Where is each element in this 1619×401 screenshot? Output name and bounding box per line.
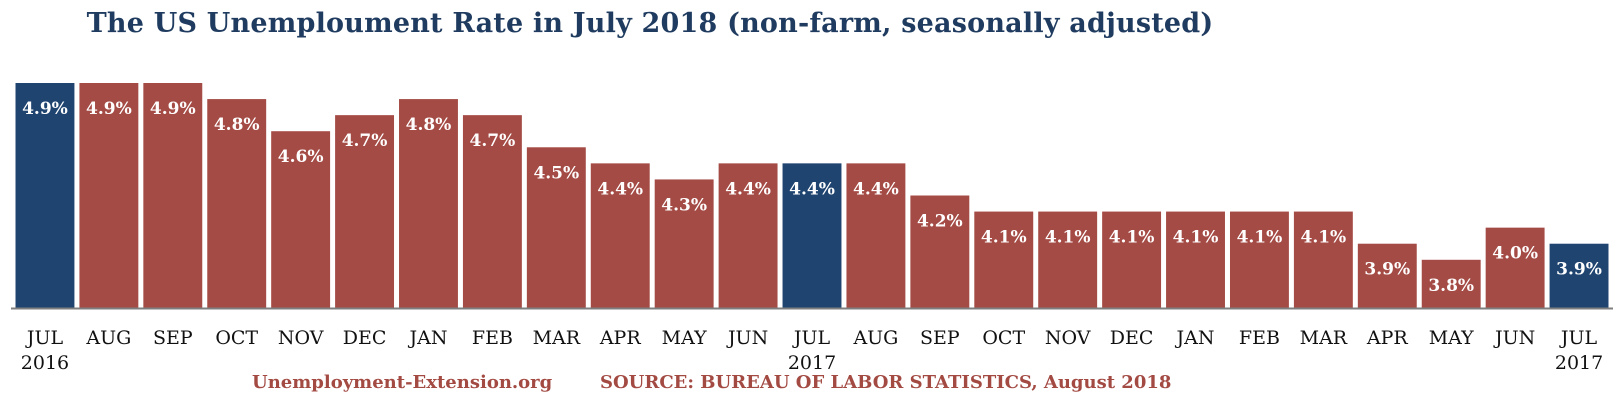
x-tick-label: MAR	[1300, 327, 1348, 349]
x-tick-label: AUG	[852, 327, 898, 349]
x-tick-label: NOV	[278, 327, 324, 349]
bar	[974, 211, 1034, 308]
bar	[79, 83, 139, 308]
x-tick-label: MAY	[1429, 327, 1474, 349]
data-label: 4.5%	[533, 163, 579, 183]
x-tick-label: JAN	[1175, 327, 1215, 349]
bar-chart: 4.9% JUL 2016 4.9% AUG 4.9% SEP 4.8% OCT 4.6% NOV 4…	[11, 83, 1613, 370]
data-label: 4.4%	[725, 179, 771, 199]
bar	[1293, 211, 1353, 308]
data-label: 4.6%	[278, 147, 324, 167]
bar	[1421, 259, 1481, 308]
data-label: 4.9%	[150, 99, 196, 119]
x-tick-label: MAR	[533, 327, 581, 349]
data-label: 4.7%	[470, 131, 516, 151]
x-tick-label: OCT	[215, 327, 258, 349]
x-tick-label: JAN	[407, 327, 447, 349]
x-tick-label: APR	[1366, 327, 1409, 349]
x-tick-label: DEC	[343, 327, 387, 349]
bar	[271, 131, 331, 308]
data-label: 4.2%	[917, 212, 963, 232]
bar	[718, 163, 778, 308]
data-label: 4.4%	[789, 179, 835, 199]
data-label: 4.3%	[661, 195, 707, 215]
bar	[526, 147, 586, 308]
x-tick-label: 2017	[1555, 352, 1603, 370]
x-tick-label: FEB	[472, 327, 513, 349]
x-tick-label: JUN	[1493, 327, 1535, 349]
data-label: 4.1%	[1237, 228, 1283, 248]
data-label: 4.1%	[1173, 228, 1219, 248]
bar	[1229, 211, 1289, 308]
bar	[335, 115, 395, 308]
data-label: 4.0%	[1492, 244, 1538, 264]
x-tick-label: JUL	[1559, 327, 1598, 349]
x-tick-label: JUL	[792, 327, 831, 349]
bar	[1038, 211, 1098, 308]
x-tick-label: 2017	[788, 352, 836, 370]
data-label: 4.9%	[86, 99, 132, 119]
bar	[1485, 227, 1545, 308]
data-label: 4.8%	[406, 115, 452, 135]
bar	[1102, 211, 1162, 308]
data-label: 3.9%	[1364, 260, 1410, 280]
bar	[1549, 243, 1609, 308]
data-label: 4.1%	[1109, 228, 1155, 248]
bar	[1357, 243, 1417, 308]
bar	[15, 83, 75, 308]
data-label: 4.1%	[981, 228, 1027, 248]
bar	[654, 179, 714, 308]
x-tick-label: DEC	[1110, 327, 1154, 349]
data-label: 4.4%	[853, 179, 899, 199]
x-tick-label: JUL	[25, 327, 64, 349]
data-label: 4.8%	[214, 115, 260, 135]
x-tick-label: MAY	[662, 327, 707, 349]
x-tick-label: 2016	[21, 352, 69, 370]
data-label: 3.8%	[1428, 276, 1474, 296]
data-label: 4.1%	[1300, 228, 1346, 248]
bar	[143, 83, 203, 308]
x-tick-label: OCT	[982, 327, 1025, 349]
data-label: 4.9%	[22, 99, 68, 119]
bar	[207, 99, 267, 308]
data-label: 4.4%	[597, 179, 643, 199]
bar	[782, 163, 842, 308]
x-tick-label: AUG	[85, 327, 131, 349]
bar	[846, 163, 906, 308]
bar	[590, 163, 650, 308]
x-tick-label: APR	[599, 327, 642, 349]
x-tick-label: FEB	[1239, 327, 1280, 349]
x-tick-label: SEP	[920, 327, 960, 349]
x-tick-label: SEP	[153, 327, 193, 349]
bar	[1166, 211, 1225, 308]
bar	[462, 115, 522, 308]
data-label: 4.7%	[342, 131, 388, 151]
footer-source: SOURCE: BUREAU OF LABOR STATISTICS, Augu…	[600, 372, 1172, 393]
data-label: 4.1%	[1045, 228, 1091, 248]
bar	[910, 195, 970, 308]
footer-site: Unemployment-Extension.org	[252, 372, 553, 393]
data-label: 3.9%	[1556, 260, 1602, 280]
chart-title: The US Unemploument Rate in July 2018 (n…	[86, 8, 1214, 39]
x-tick-label: JUN	[726, 327, 768, 349]
x-tick-label: NOV	[1045, 327, 1091, 349]
bar	[399, 99, 458, 308]
